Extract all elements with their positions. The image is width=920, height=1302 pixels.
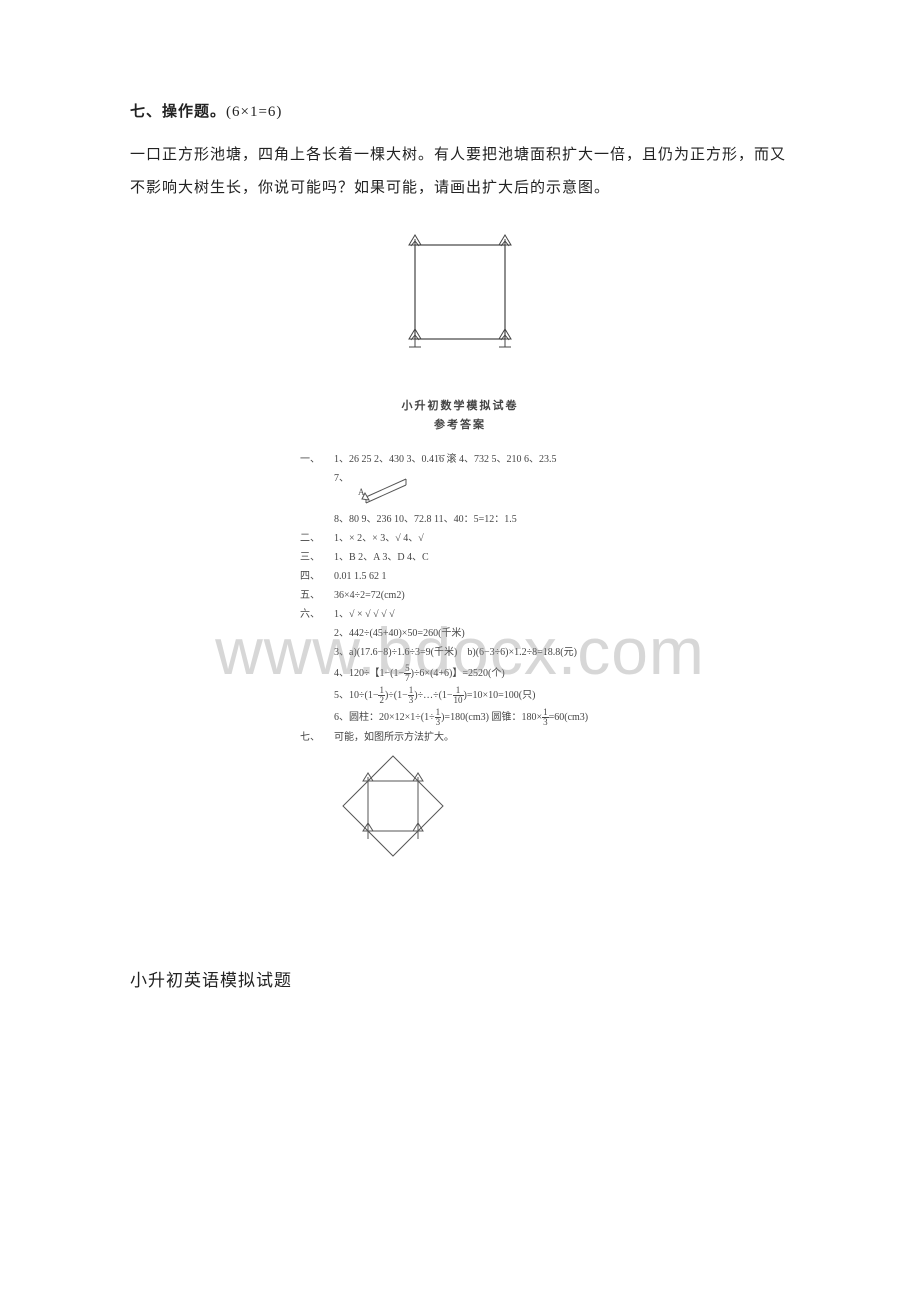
- frac-d: 10: [453, 696, 464, 705]
- content-six-1: 1、√ × √ √ √ √: [334, 607, 620, 622]
- six-4-mid: )÷6×(4+6)】=2520(个): [411, 668, 505, 679]
- content-three: 1、B 2、A 3、D 4、C: [334, 550, 620, 565]
- answer-six-2: 2、442÷(45+40)×50=260(千米): [300, 626, 620, 642]
- answer-two: 二、 1、× 2、× 3、√ 4、√: [300, 531, 620, 546]
- answer-seven: 七、 可能，如图所示方法扩大。: [300, 730, 620, 745]
- section-7-question: 一口正方形池塘，四角上各长着一棵大树。有人要把池塘面积扩大一倍，且仍为正方形，而…: [130, 139, 790, 205]
- expanded-pond-diagram: [328, 753, 458, 873]
- slope-diagram: A: [356, 473, 412, 509]
- content-one-7: 7、: [334, 473, 349, 484]
- answer-one-7: 7、 A: [300, 471, 620, 509]
- answer-six-3: 3、a)(17.6−8)÷1.6÷3=9(千米) b)(6−3÷6)×1.2÷8…: [300, 645, 620, 661]
- section-7-title: 七、操作题。(6×1=6): [130, 100, 790, 121]
- answer-six-1: 六、 1、√ × √ √ √ √: [300, 607, 620, 622]
- six-6-end: =60(cm3): [549, 712, 589, 723]
- six-5-pre: 5、10÷(1−: [334, 690, 378, 701]
- answer-one-line1: 一、 1、26 25 2、430 3、0.41̇6̇ 滚 4、732 5、210…: [300, 452, 620, 467]
- content-five: 36×4÷2=72(cm2): [334, 588, 620, 603]
- six-5-m2: )÷…÷(1−: [414, 690, 452, 701]
- answer-key-block: 小升初数学模拟试卷 参考答案 一、 1、26 25 2、430 3、0.41̇6…: [130, 397, 790, 876]
- label-three: 三、: [300, 550, 334, 565]
- answer-subheader: 参考答案: [300, 416, 620, 432]
- label-seven: 七、: [300, 730, 334, 745]
- answer-five: 五、 36×4÷2=72(cm2): [300, 588, 620, 603]
- content-seven: 可能，如图所示方法扩大。: [334, 730, 620, 745]
- label-two: 二、: [300, 531, 334, 546]
- six-6-mid: )=180(cm3) 圆锥：180×: [441, 712, 542, 723]
- label-one: 一、: [300, 452, 334, 467]
- label-five: 五、: [300, 588, 334, 603]
- six-6-pre: 6、圆柱：20×12×1÷(1÷: [334, 712, 435, 723]
- pond-diagram: [385, 217, 535, 367]
- answer-six-5: 5、10÷(1−12)÷(1−13)÷…÷(1−110)=10×10=100(只…: [300, 686, 620, 705]
- six-4-pre: 4、120÷【1−(1−: [334, 668, 404, 679]
- answer-one-8: 8、80 9、236 10、72.8 11、40：5=12：1.5: [300, 512, 620, 528]
- six-5-end: )=10×10=100(只): [464, 690, 536, 701]
- six-3a: 3、a)(17.6−8)÷1.6÷3=9(千米): [334, 647, 457, 658]
- content-two: 1、× 2、× 3、√ 4、√: [334, 531, 620, 546]
- answer-four: 四、 0.01 1.5 62 1: [300, 569, 620, 584]
- main-content: 七、操作题。(6×1=6) 一口正方形池塘，四角上各长着一棵大树。有人要把池塘面…: [0, 0, 920, 876]
- label-six: 六、: [300, 607, 334, 622]
- section-7-title-points: (6×1=6): [226, 104, 282, 120]
- six-3b: b)(6−3÷6)×1.2÷8=18.8(元): [467, 647, 577, 658]
- section-7-title-bold: 七、操作题。: [130, 104, 226, 120]
- answer-six-4: 4、120÷【1−(1−57)÷6×(4+6)】=2520(个): [300, 664, 620, 683]
- answer-three: 三、 1、B 2、A 3、D 4、C: [300, 550, 620, 565]
- content-one-1: 1、26 25 2、430 3、0.41̇6̇ 滚 4、732 5、210 6、…: [334, 452, 620, 467]
- label-four: 四、: [300, 569, 334, 584]
- answer-six-6: 6、圆柱：20×12×1÷(1÷13)=180(cm3) 圆锥：180×13=6…: [300, 708, 620, 727]
- answer-header: 小升初数学模拟试卷: [300, 397, 620, 413]
- six-5-m1: )÷(1−: [385, 690, 408, 701]
- content-four: 0.01 1.5 62 1: [334, 569, 620, 584]
- english-section-title: 小升初英语模拟试题: [0, 966, 920, 991]
